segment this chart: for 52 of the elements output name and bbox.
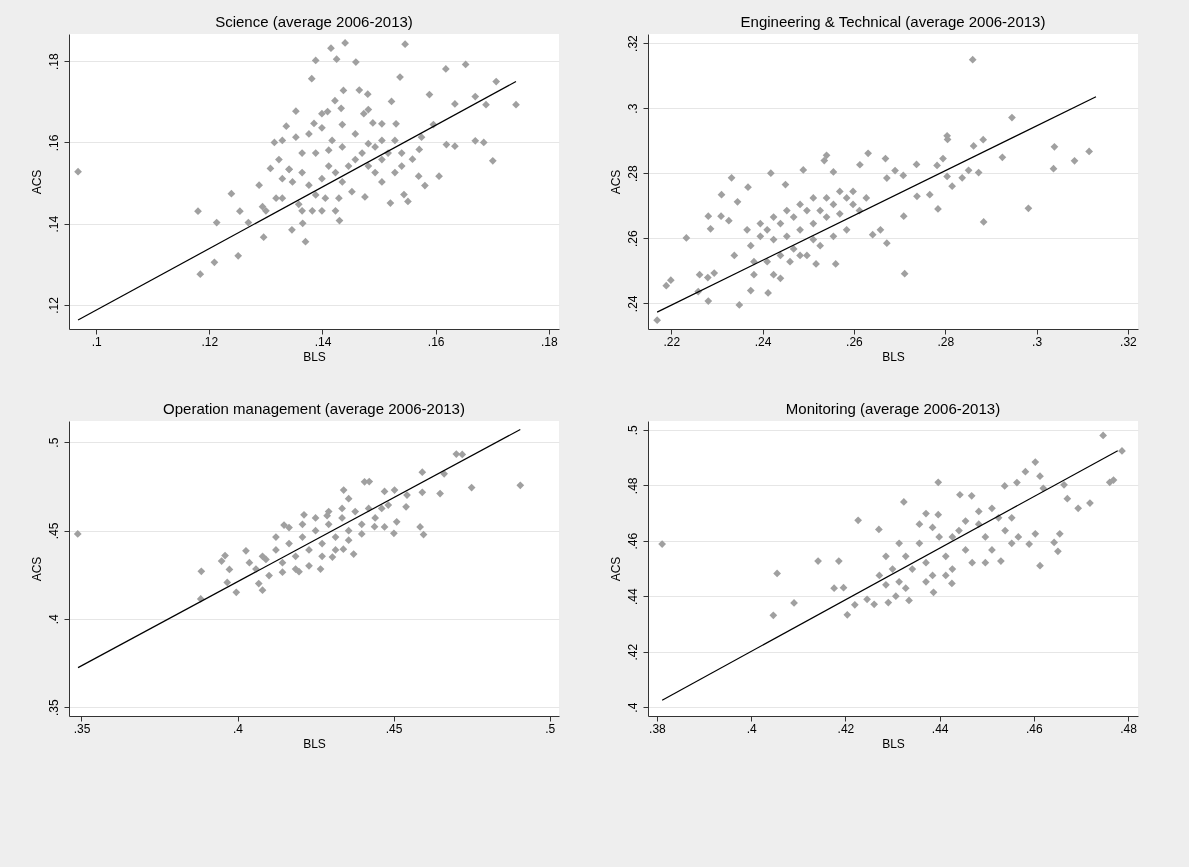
- y-tick-label: .24: [625, 295, 640, 313]
- y-tick-label: .44: [625, 588, 640, 606]
- x-tick-label: .44: [931, 721, 949, 736]
- chart-title: Engineering & Technical (average 2006-2013): [740, 13, 1046, 30]
- x-tick-label: .26: [846, 334, 864, 349]
- y-axis-title: ACS: [608, 556, 623, 582]
- x-axis-title: BLS: [882, 736, 905, 751]
- x-tick-label: .45: [385, 721, 403, 736]
- y-tick-label: .4: [46, 614, 61, 625]
- x-tick-label: .48: [1120, 721, 1138, 736]
- y-tick-label: .18: [46, 53, 61, 71]
- chart-title: Monitoring (average 2006-2013): [785, 400, 1001, 417]
- y-tick-label: .16: [46, 134, 61, 152]
- x-tick-label: .16: [427, 334, 445, 349]
- x-tick-label: .14: [314, 334, 332, 349]
- y-tick-label: .4: [625, 702, 640, 713]
- y-tick-label: .42: [625, 643, 640, 661]
- x-tick-label: .32: [1120, 334, 1138, 349]
- x-tick-label: .35: [73, 721, 91, 736]
- x-tick-label: .4: [746, 721, 758, 736]
- x-tick-label: .28: [937, 334, 955, 349]
- chart-title: Operation management (average 2006-2013): [163, 400, 465, 417]
- y-tick-label: .3: [625, 103, 640, 114]
- y-tick-label: .48: [625, 477, 640, 495]
- x-tick-label: .12: [201, 334, 219, 349]
- x-axis-title: BLS: [303, 736, 326, 751]
- x-axis-title: BLS: [882, 349, 905, 364]
- x-tick-label: .24: [754, 334, 772, 349]
- x-tick-label: .18: [540, 334, 558, 349]
- y-axis-title: ACS: [29, 169, 44, 195]
- x-tick-label: .42: [837, 721, 855, 736]
- x-tick-label: .22: [663, 334, 681, 349]
- x-tick-label: .46: [1026, 721, 1044, 736]
- chart-title: Science (average 2006-2013): [215, 13, 413, 30]
- y-tick-label: .28: [625, 165, 640, 183]
- x-tick-label: .1: [91, 334, 102, 349]
- y-tick-label: .12: [46, 296, 61, 314]
- y-tick-label: .32: [625, 34, 640, 52]
- y-axis-title: ACS: [608, 169, 623, 195]
- y-tick-label: .46: [625, 532, 640, 550]
- y-tick-label: .14: [46, 215, 61, 233]
- x-tick-label: .38: [649, 721, 667, 736]
- y-tick-label: .35: [46, 699, 61, 717]
- x-axis-title: BLS: [303, 349, 326, 364]
- y-tick-label: .5: [625, 425, 640, 436]
- y-tick-label: .26: [625, 230, 640, 248]
- y-tick-label: .45: [46, 522, 61, 540]
- x-tick-label: .5: [545, 721, 556, 736]
- x-tick-label: .4: [233, 721, 244, 736]
- x-tick-label: .3: [1032, 334, 1043, 349]
- y-axis-title: ACS: [29, 556, 44, 582]
- y-tick-label: .5: [46, 437, 61, 448]
